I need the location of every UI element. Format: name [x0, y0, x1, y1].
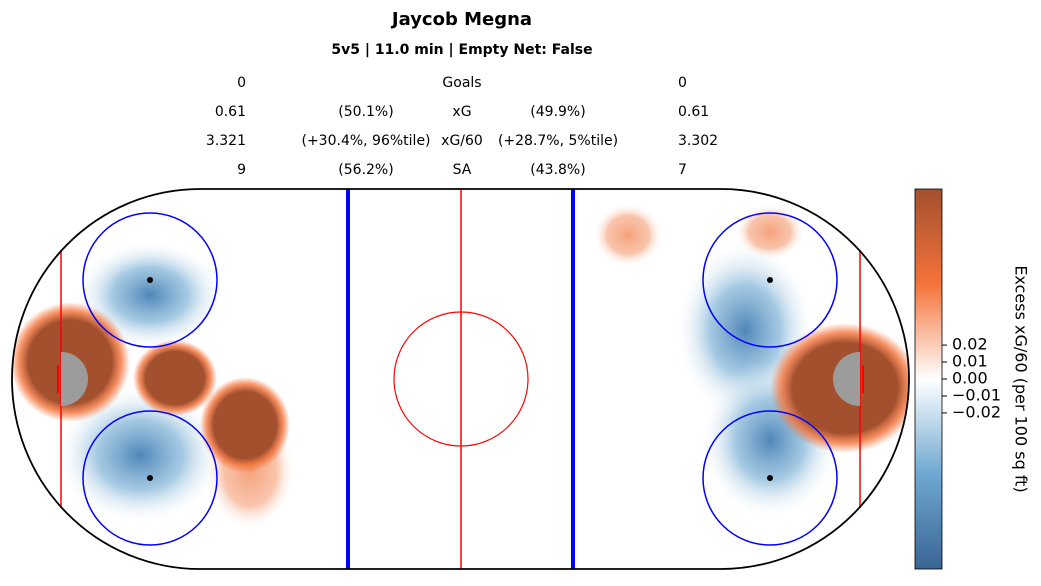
chart-subtitle: 5v5 | 11.0 min | Empty Net: False — [331, 42, 592, 58]
faceoff-dot — [767, 475, 773, 481]
center-circle — [393, 311, 529, 447]
goal-crease — [833, 352, 860, 406]
faceoff-dot — [147, 475, 153, 481]
stat-right-share: (43.8%) — [530, 162, 585, 178]
faceoff-circle — [702, 410, 838, 546]
colorbar-tick-label: −0.01 — [952, 385, 1001, 404]
chart-title: Jaycob Megna — [390, 9, 532, 30]
heat-blob — [735, 204, 805, 260]
stat-right: 7 — [678, 162, 687, 178]
stat-right-share: (+28.7%, 5%tile) — [498, 133, 618, 149]
stats-table: 0 Goals 0 0.61 xG 0.61 (50.1%) (49.9%) 3.321 xG/6… — [206, 75, 718, 178]
heat-blob — [593, 203, 663, 267]
faceoff-circle — [82, 410, 218, 546]
faceoff-circle — [702, 212, 838, 348]
rink — [11, 188, 910, 570]
heat-blob — [200, 377, 290, 473]
stat-left-share: (+30.4%, 96%tile) — [301, 133, 430, 149]
stat-left-share: (56.2%) — [338, 162, 393, 178]
stat-right: 0 — [678, 75, 687, 91]
goal-crease — [61, 352, 88, 406]
stat-left: 0.61 — [215, 104, 246, 120]
colorbar-label: Excess xG/60 (per 100 sq ft) — [1012, 265, 1031, 492]
stat-left: 9 — [237, 162, 246, 178]
colorbar — [914, 188, 943, 570]
stat-label: Goals — [442, 75, 481, 91]
stat-left-share: (50.1%) — [338, 104, 393, 120]
faceoff-dot — [767, 277, 773, 283]
stat-label: SA — [453, 162, 472, 178]
colorbar-tick-label: 0.02 — [952, 335, 988, 354]
colorbar-tick-label: −0.02 — [952, 402, 1001, 421]
colorbar-ticks: 0.020.010.00−0.01−0.02 — [942, 335, 1001, 421]
stat-right: 3.302 — [678, 133, 718, 149]
stat-left: 0 — [237, 75, 246, 91]
stat-right: 0.61 — [678, 104, 709, 120]
stat-label: xG — [452, 104, 471, 120]
faceoff-circle — [82, 212, 218, 348]
colorbar-tick-label: 0.00 — [952, 369, 988, 388]
stat-left: 3.321 — [206, 133, 246, 149]
faceoff-dot — [147, 277, 153, 283]
neutral-zone — [349, 190, 571, 568]
boards — [11, 188, 910, 570]
colorbar-tick-label: 0.01 — [952, 352, 988, 371]
stat-label: xG/60 — [441, 133, 483, 149]
stat-right-share: (49.9%) — [530, 104, 585, 120]
heat-blob — [133, 340, 217, 416]
